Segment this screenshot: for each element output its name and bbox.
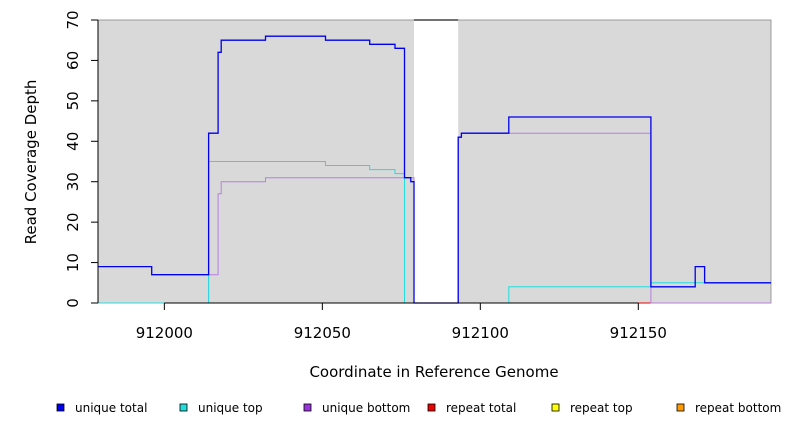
y-tick-label: 70 [64,10,82,29]
y-axis: 0 10 20 30 40 50 60 70 [64,10,99,308]
legend-swatch [179,403,188,412]
legend-item: repeat total [427,401,516,415]
y-tick-label: 40 [64,132,82,151]
legend-item: unique top [179,401,263,415]
x-axis-title: Coordinate in Reference Genome [309,363,558,381]
y-tick-label: 20 [64,213,82,232]
y-tick-label: 60 [64,51,82,70]
legend-swatch [676,403,685,412]
legend-label: repeat top [570,401,633,415]
x-tick-label: 912000 [136,324,193,342]
y-axis-title: Read Coverage Depth [22,80,40,245]
legend-swatch [56,403,65,412]
x-tick-label: 912050 [294,324,351,342]
gap-region [413,20,459,303]
x-axis: 912000 912050 912100 912150 [136,302,667,342]
y-tick-label: 10 [64,253,82,272]
legend-label: repeat total [446,401,516,415]
legend-label: unique top [198,401,263,415]
y-tick-label: 0 [64,298,82,308]
x-tick-label: 912150 [610,324,667,342]
legend-item: repeat top [551,401,633,415]
legend-swatch [303,403,312,412]
series-line-unique-total [98,35,771,304]
legend-label: unique total [75,401,147,415]
plot-area [97,19,772,304]
legend-item: repeat bottom [676,401,781,415]
series-line-unique-top [98,161,771,304]
legend-swatch [427,403,436,412]
legend-label: unique bottom [322,401,410,415]
y-tick-label: 50 [64,91,82,110]
legend-swatch [551,403,560,412]
y-tick-label: 30 [64,172,82,191]
legend-item: unique bottom [303,401,410,415]
legend-item: unique total [56,401,147,415]
x-tick-label: 912100 [452,324,509,342]
legend-label: repeat bottom [695,401,781,415]
legend: unique total unique top unique bottom repea… [56,401,781,415]
